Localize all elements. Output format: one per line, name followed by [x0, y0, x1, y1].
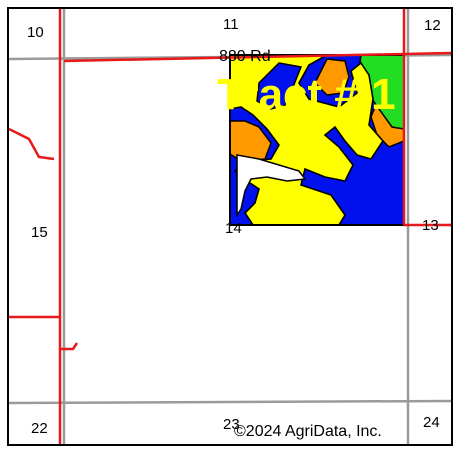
road-west-spur-2 — [60, 342, 79, 351]
section-label-11: 11 — [223, 16, 239, 33]
section-label-13: 13 — [422, 217, 439, 234]
road-880-rd — [63, 51, 451, 63]
map-frame[interactable]: 10 11 12 15 14 13 22 23 24 880 Rd Tract … — [7, 7, 453, 446]
section-label-24: 24 — [423, 414, 440, 431]
section-label-10: 10 — [27, 24, 44, 41]
soil-polygon-orange[interactable] — [229, 120, 272, 162]
road-label: 880 Rd — [219, 48, 271, 65]
soil-polygon-blue-inner[interactable] — [256, 62, 303, 110]
soil-polygon-white-strip[interactable] — [236, 154, 307, 218]
section-label-22: 22 — [31, 420, 48, 437]
road-west-curve — [9, 127, 55, 161]
section-label-14: 14 — [225, 220, 242, 237]
section-line-bottom — [9, 399, 451, 405]
section-label-23: 23 — [223, 416, 240, 433]
map-canvas[interactable] — [9, 9, 451, 444]
soil-polygon-orange-inner[interactable] — [314, 58, 350, 96]
section-label-15: 15 — [31, 224, 48, 241]
tract-label: Tract # 1 — [217, 70, 396, 119]
roads — [9, 9, 451, 444]
copyright-text: ©2024 AgriData, Inc. — [234, 423, 382, 440]
section-label-12: 12 — [424, 17, 441, 34]
